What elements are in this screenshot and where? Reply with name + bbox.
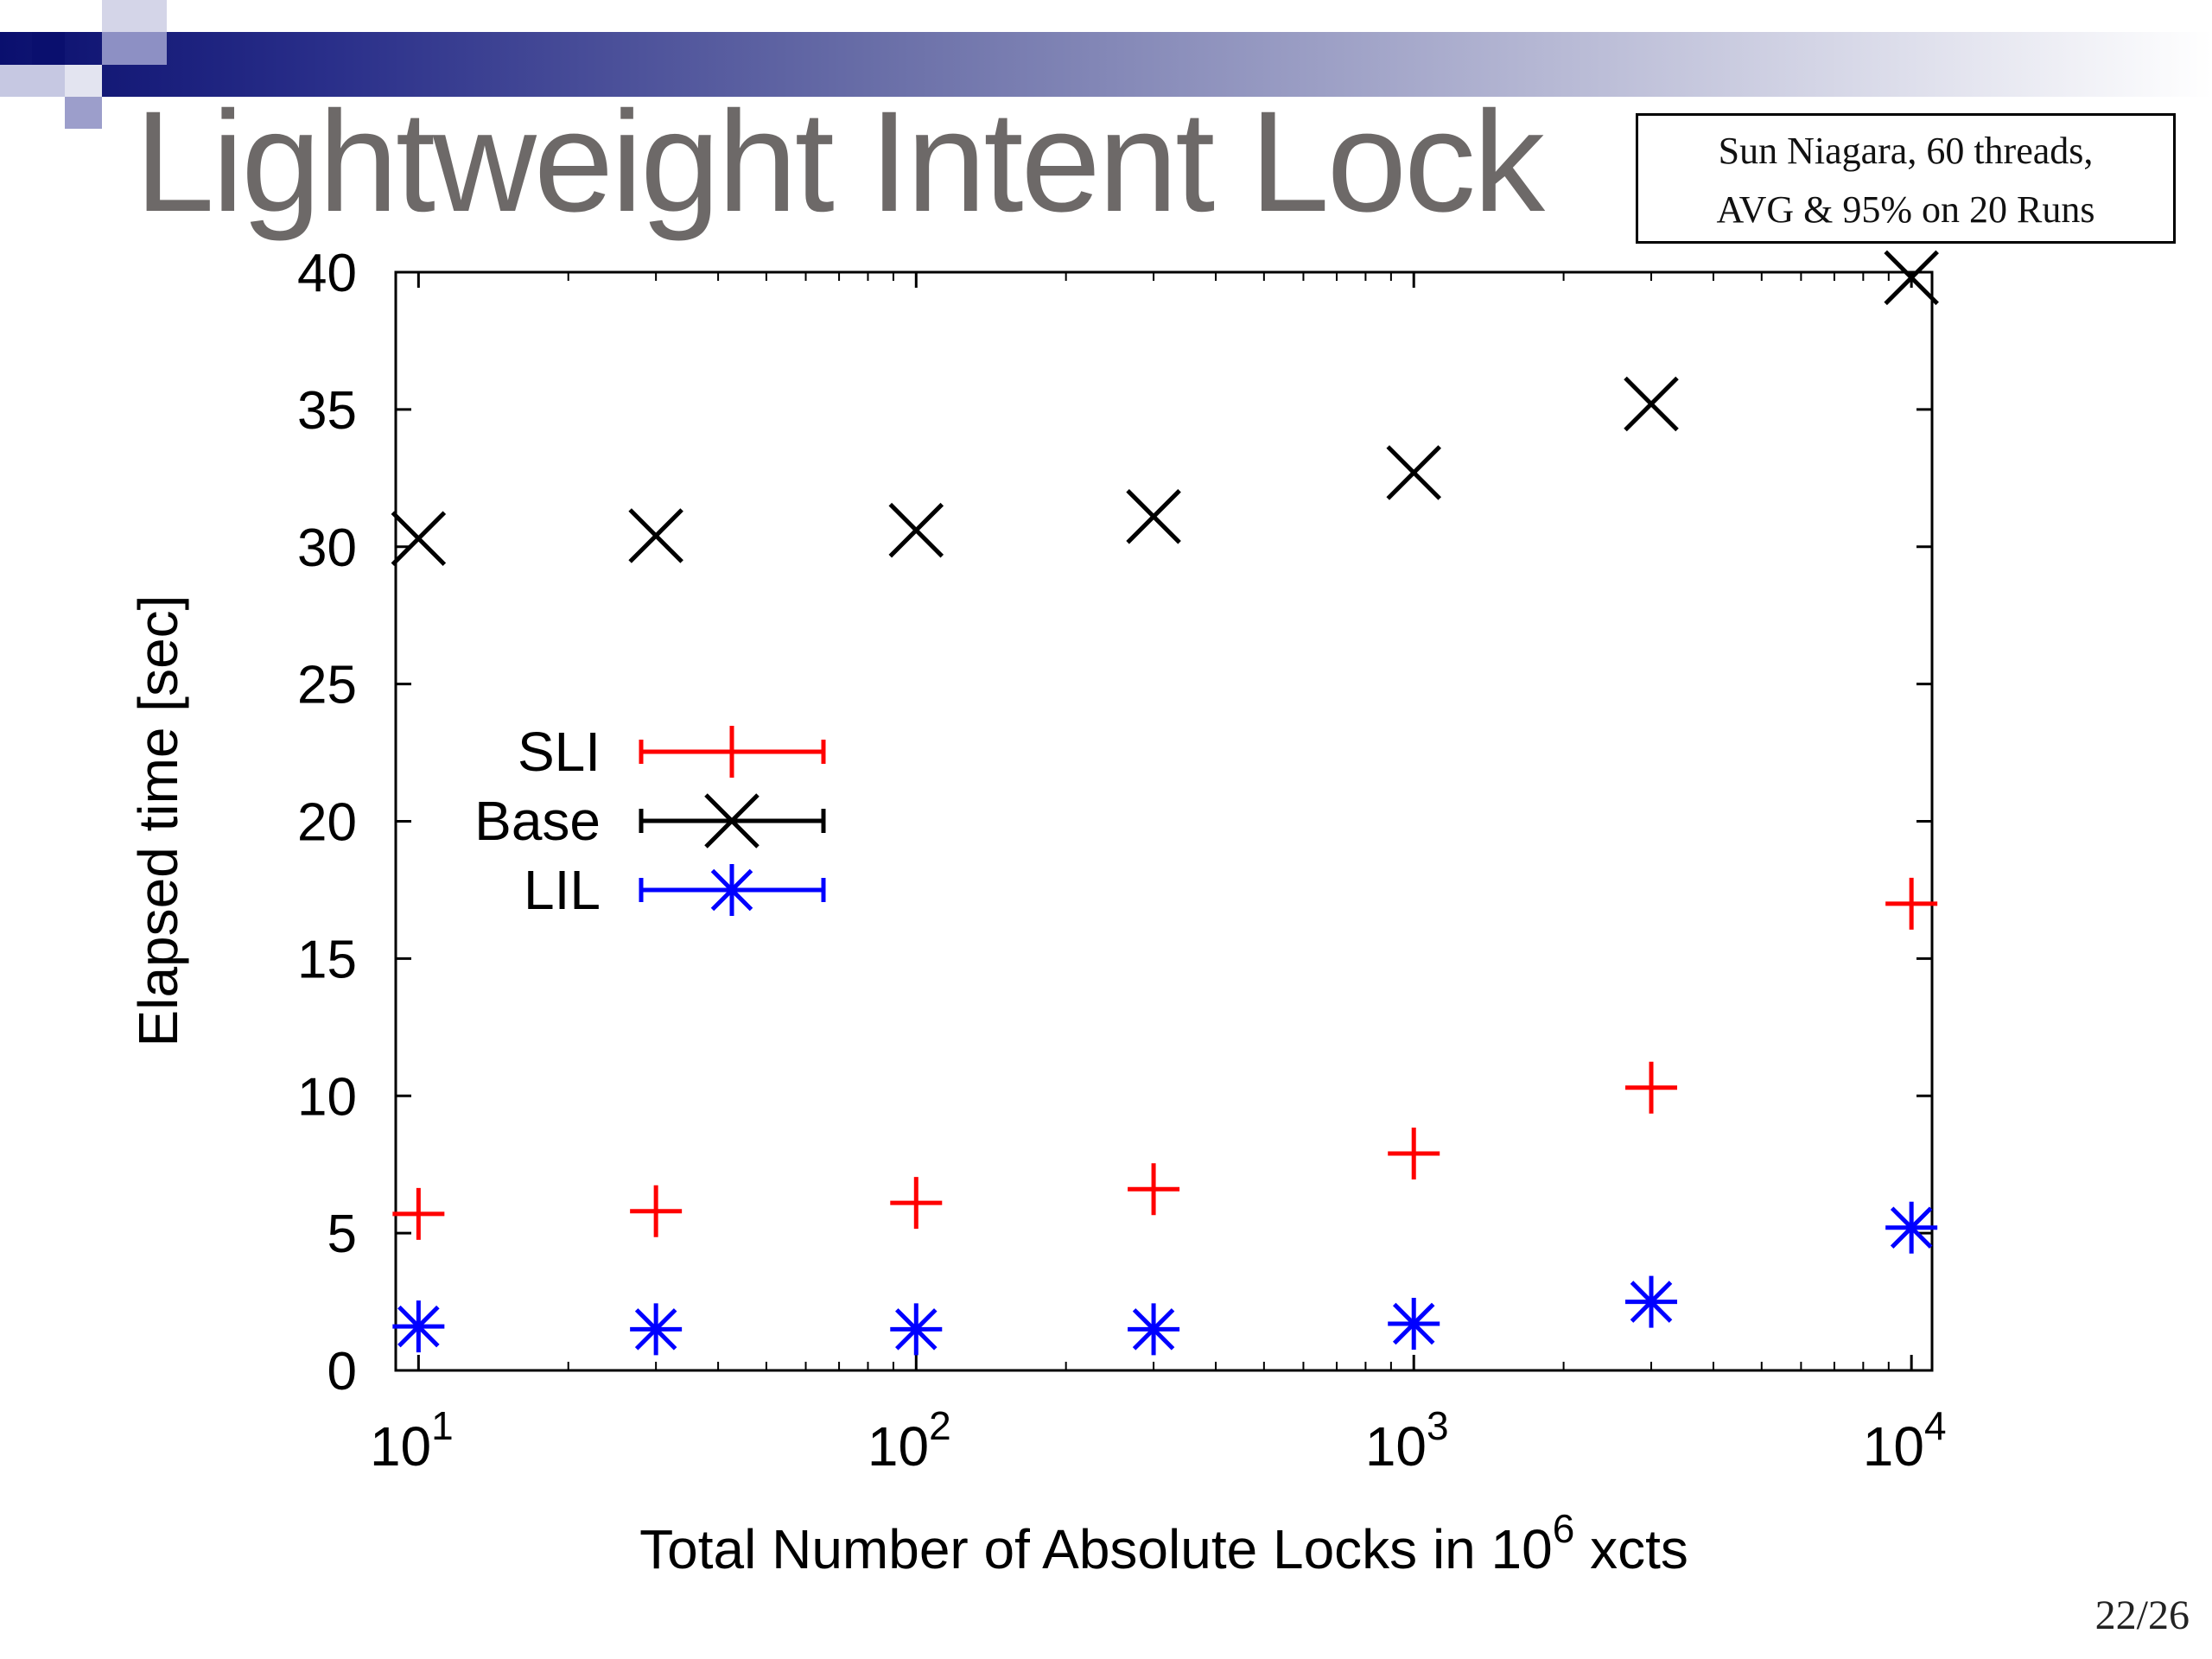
data-point-sli: [1388, 1127, 1440, 1179]
y-tick-label: 35: [297, 381, 357, 441]
title-band: [0, 32, 2212, 97]
data-point-base: [1624, 376, 1679, 432]
x-tick-label: 102: [868, 1403, 951, 1478]
legend-marker-stroke: [704, 793, 760, 849]
y-axis-ticks: 0 5 10 15 20 25 30 35 40: [297, 244, 1932, 1402]
data-point-base: [1386, 445, 1441, 500]
logo-square-dark: [32, 32, 65, 65]
data-point-sli: [1625, 1061, 1678, 1114]
marker-stroke: [628, 508, 683, 563]
data-point-lil: [1625, 1275, 1678, 1328]
x-tick-label: 104: [1863, 1403, 1947, 1478]
data-points: [391, 250, 1939, 1356]
legend-entry-lil: LIL: [524, 859, 826, 921]
y-tick-label: 40: [297, 244, 357, 303]
slide-title: Lightweight Intent Lock: [135, 82, 1545, 242]
marker-stroke: [895, 1308, 938, 1351]
marker-stroke: [1884, 250, 1939, 306]
x-axis-label: Total Number of Absolute Locks in 106 xc…: [639, 1506, 1688, 1580]
legend-entry-sli: SLI: [518, 721, 826, 783]
x-tick-label-base: 10: [1365, 1415, 1427, 1478]
series-lil: [392, 1201, 1938, 1356]
x-tick-label: 103: [1365, 1403, 1449, 1478]
y-axis-label: Elapsed time [sec]: [127, 595, 189, 1047]
marker-stroke: [1624, 376, 1679, 432]
data-point-lil: [1885, 1201, 1938, 1254]
logo-square-accent: [65, 97, 102, 129]
data-point-sli: [630, 1185, 683, 1237]
legend-label: Base: [474, 790, 601, 852]
x-tick-label-exponent: 4: [1924, 1403, 1947, 1448]
x-tick-label-exponent: 1: [431, 1403, 454, 1448]
legend-label: SLI: [518, 721, 601, 783]
data-point-lil: [1388, 1297, 1440, 1350]
logo-square-light: [102, 0, 167, 32]
x-axis-label-main: Total Number of Absolute Locks in 10: [639, 1518, 1553, 1580]
x-tick-label-exponent: 2: [929, 1403, 951, 1448]
data-point-base: [1126, 489, 1181, 544]
data-point-sli: [1128, 1163, 1180, 1216]
marker-stroke: [1392, 1302, 1435, 1345]
x-tick-label-base: 10: [1863, 1415, 1924, 1478]
marker-stroke: [1630, 1281, 1673, 1323]
data-point-base: [888, 502, 944, 558]
y-tick-label: 0: [327, 1342, 357, 1402]
y-tick-label: 10: [297, 1067, 357, 1127]
x-tick-label-base: 10: [370, 1415, 431, 1478]
data-point-base: [1884, 250, 1939, 306]
legend-label: LIL: [524, 859, 601, 921]
data-point-base: [391, 511, 447, 566]
x-axis-label-suffix: xcts: [1574, 1518, 1688, 1580]
logo-square-soft: [65, 65, 102, 97]
marker-stroke: [1890, 1206, 1933, 1249]
data-point-sli: [392, 1187, 445, 1240]
logo-square-mid: [102, 32, 167, 65]
data-point-sli: [1885, 877, 1938, 930]
x-axis-ticks: 101 102 103 104: [370, 272, 1947, 1478]
marker-stroke: [391, 511, 447, 566]
marker-stroke: [397, 1305, 440, 1348]
y-tick-label: 15: [297, 930, 357, 989]
legend-entry-base: Base: [474, 790, 826, 852]
x-axis-label-exponent: 6: [1553, 1506, 1575, 1551]
annotation-box: Sun Niagara, 60 threads, AVG & 95% on 20…: [1636, 113, 2176, 244]
y-tick-label: 5: [327, 1205, 357, 1264]
logo-square-pale: [0, 65, 65, 97]
data-point-base: [628, 508, 683, 563]
data-point-sli: [890, 1177, 943, 1230]
marker-stroke: [1132, 1308, 1175, 1351]
legend: SLI Base LIL: [474, 721, 826, 921]
annotation-line-1: Sun Niagara, 60 threads,: [1718, 130, 2094, 172]
marker-stroke: [888, 502, 944, 558]
annotation-line-2: AVG & 95% on 20 Runs: [1716, 188, 2095, 231]
marker-stroke: [1126, 489, 1181, 544]
y-tick-label: 20: [297, 793, 357, 853]
x-tick-label: 101: [370, 1403, 454, 1478]
plot-frame: [394, 270, 1934, 1372]
x-tick-label-base: 10: [868, 1415, 929, 1478]
marker-stroke: [1386, 445, 1441, 500]
legend-marker-stroke: [710, 868, 753, 912]
y-tick-label: 30: [297, 518, 357, 578]
page-number: 22/26: [2094, 1592, 2190, 1638]
data-point-lil: [1128, 1303, 1180, 1356]
data-point-lil: [630, 1303, 683, 1356]
data-point-lil: [392, 1300, 445, 1353]
series-base: [391, 250, 1939, 566]
y-tick-label: 25: [297, 656, 357, 715]
data-point-lil: [890, 1303, 943, 1356]
series-sli: [392, 877, 1938, 1240]
marker-stroke: [634, 1308, 677, 1351]
x-tick-label-exponent: 3: [1427, 1403, 1449, 1448]
